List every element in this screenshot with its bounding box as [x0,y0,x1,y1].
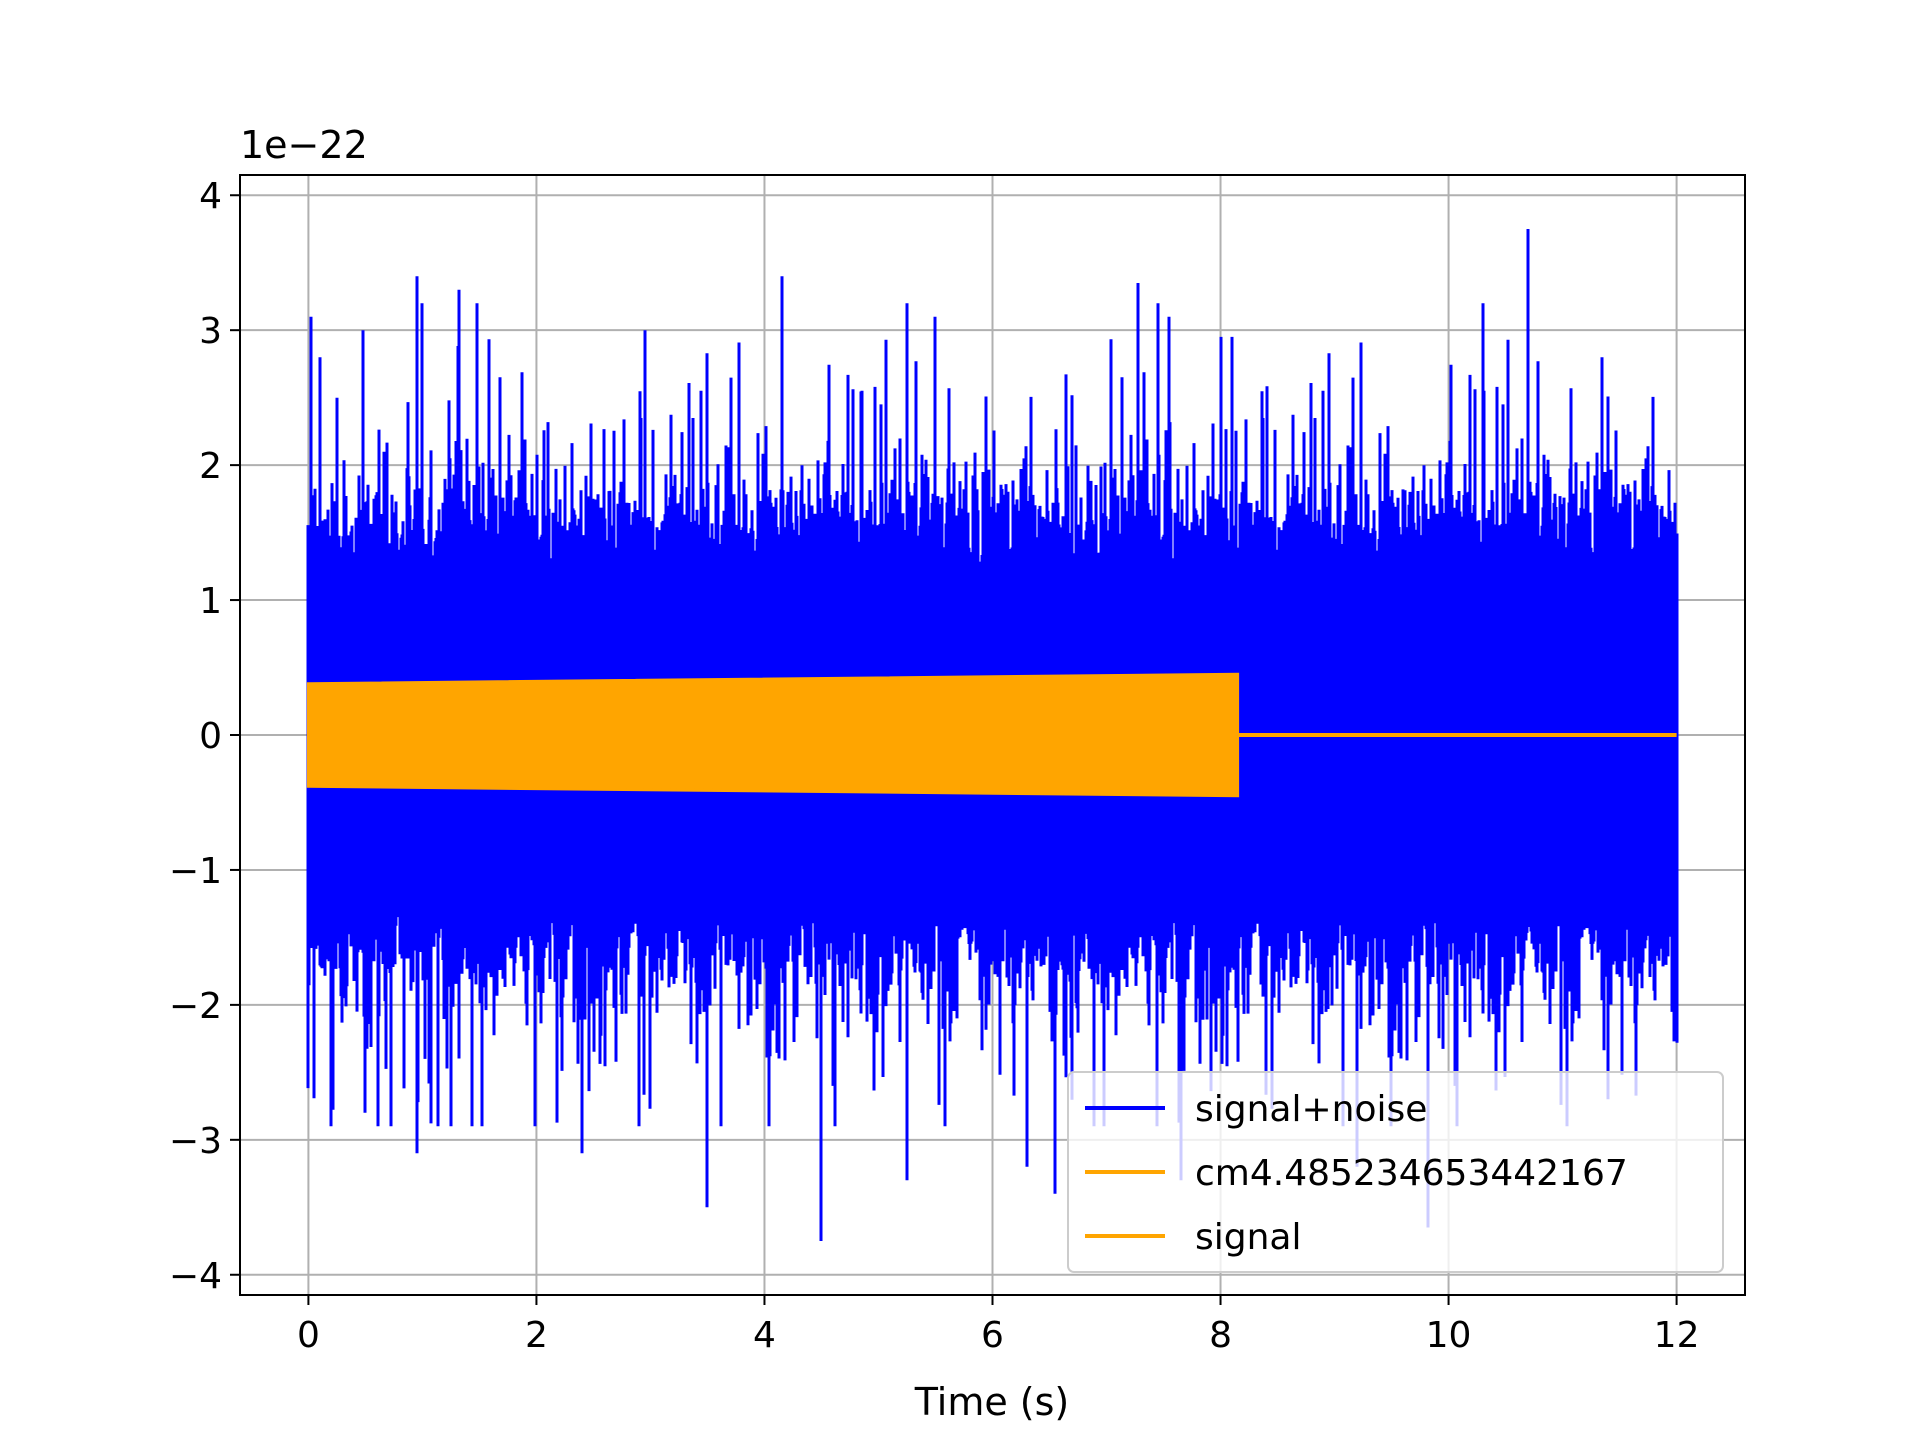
x-tick-label: 0 [297,1315,320,1356]
x-tick-label: 4 [753,1315,776,1356]
y-offset-label: 1e−22 [240,123,368,167]
x-tick-label: 10 [1426,1315,1472,1356]
legend-label: signal [1195,1217,1302,1258]
x-tick-label: 8 [1209,1315,1232,1356]
y-tick-label: −3 [169,1121,222,1162]
plot-series [306,229,1679,1241]
y-tick-label: 3 [199,311,222,352]
y-tick-label: −1 [169,851,222,892]
series-cm-chirp [306,672,1240,798]
legend-box [1067,1071,1724,1273]
y-tick-label: 1 [199,581,222,622]
x-tick-label: 6 [981,1315,1004,1356]
legend: signal+noise cm4.485234653442167 signal [1067,1071,1724,1273]
y-tick-label: 0 [199,716,222,757]
y-tick-label: 4 [199,176,222,217]
y-tick-label: 2 [199,446,222,487]
x-tick-label: 2 [525,1315,548,1356]
y-tick-label: −4 [169,1256,222,1297]
legend-label: cm4.485234653442167 [1195,1153,1628,1194]
x-axis-label: Time (s) [914,1380,1070,1424]
y-tick-label: −2 [169,986,222,1027]
legend-label: signal+noise [1195,1089,1427,1130]
x-tick-label: 12 [1654,1315,1700,1356]
